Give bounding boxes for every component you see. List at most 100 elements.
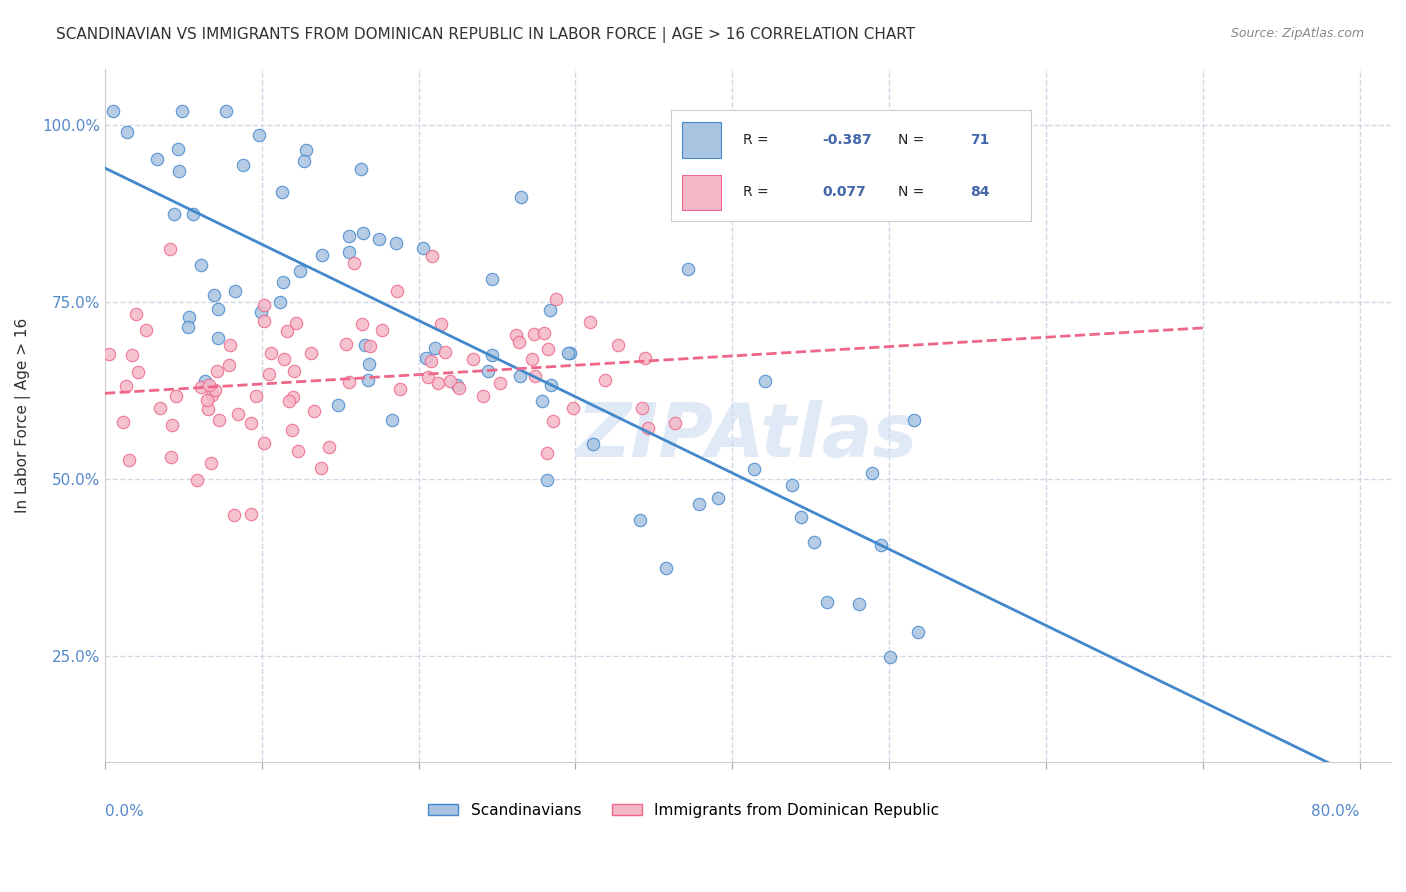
Text: SCANDINAVIAN VS IMMIGRANTS FROM DOMINICAN REPUBLIC IN LABOR FORCE | AGE > 16 COR: SCANDINAVIAN VS IMMIGRANTS FROM DOMINICA… [56, 27, 915, 43]
Point [815, 595, 838, 609]
Point [339, 229, 361, 244]
Point [637, 421, 659, 435]
Point [240, 416, 263, 430]
Point [540, 378, 562, 392]
Point [288, 264, 311, 278]
Point [489, 376, 512, 391]
Point [204, 383, 226, 397]
Point [253, 298, 276, 312]
Point [257, 368, 280, 382]
Point [222, 508, 245, 522]
Point [250, 304, 273, 318]
Point [449, 381, 471, 395]
Point [544, 292, 567, 306]
Point [354, 337, 377, 351]
Point [426, 376, 449, 390]
Point [903, 413, 925, 427]
Point [146, 152, 169, 166]
Point [509, 369, 531, 384]
Point [439, 374, 461, 388]
Point [304, 404, 326, 418]
Point [423, 341, 446, 355]
Point [207, 301, 229, 316]
Point [207, 331, 229, 345]
Point [159, 242, 181, 256]
Text: ZIPAtlas: ZIPAtlas [578, 400, 918, 473]
Point [318, 440, 340, 454]
Point [337, 375, 360, 389]
Point [190, 380, 212, 394]
Point [111, 415, 134, 429]
Point [200, 456, 222, 470]
Point [280, 423, 302, 437]
Point [98, 347, 121, 361]
Point [125, 307, 148, 321]
Point [803, 534, 825, 549]
Point [537, 342, 560, 356]
Point [283, 364, 305, 378]
Point [790, 510, 813, 524]
Point [194, 374, 217, 388]
Point [349, 161, 371, 176]
Point [869, 538, 891, 552]
Point [201, 387, 224, 401]
Point [879, 650, 901, 665]
Point [162, 207, 184, 221]
Point [509, 190, 531, 204]
Point [285, 316, 308, 330]
Point [253, 436, 276, 450]
Point [195, 392, 218, 407]
Point [860, 467, 883, 481]
Point [149, 401, 172, 415]
Point [520, 351, 543, 366]
Point [558, 346, 581, 360]
Point [371, 323, 394, 337]
Point [368, 232, 391, 246]
Point [429, 318, 451, 332]
Text: 80.0%: 80.0% [1312, 804, 1360, 819]
Point [253, 314, 276, 328]
Point [205, 364, 228, 378]
Point [135, 322, 157, 336]
Point [159, 450, 181, 464]
Point [179, 310, 201, 324]
Point [277, 393, 299, 408]
Point [381, 413, 404, 427]
Point [218, 338, 240, 352]
Point [271, 186, 294, 200]
Y-axis label: In Labor Force | Age > 16: In Labor Force | Age > 16 [15, 318, 31, 513]
Point [115, 125, 138, 139]
Point [166, 142, 188, 156]
Point [326, 398, 349, 412]
Point [245, 389, 267, 403]
Point [357, 357, 380, 371]
Point [631, 401, 654, 415]
Point [118, 453, 141, 467]
Point [190, 259, 212, 273]
Point [593, 373, 616, 387]
Point [389, 382, 412, 396]
Point [524, 369, 547, 384]
Point [260, 345, 283, 359]
Point [169, 164, 191, 178]
Point [224, 284, 246, 298]
Point [434, 345, 457, 359]
Point [446, 377, 468, 392]
Point [197, 402, 219, 417]
Point [508, 334, 530, 349]
Point [165, 389, 187, 403]
Point [352, 317, 374, 331]
Point [472, 389, 495, 403]
Point [541, 414, 564, 428]
Point [115, 379, 138, 393]
Point [359, 339, 381, 353]
Point [101, 103, 124, 118]
Point [676, 262, 699, 277]
Point [420, 249, 443, 263]
Point [198, 378, 221, 392]
Point [287, 443, 309, 458]
Point [232, 158, 254, 172]
Point [311, 248, 333, 262]
Point [226, 407, 249, 421]
Point [335, 337, 357, 351]
